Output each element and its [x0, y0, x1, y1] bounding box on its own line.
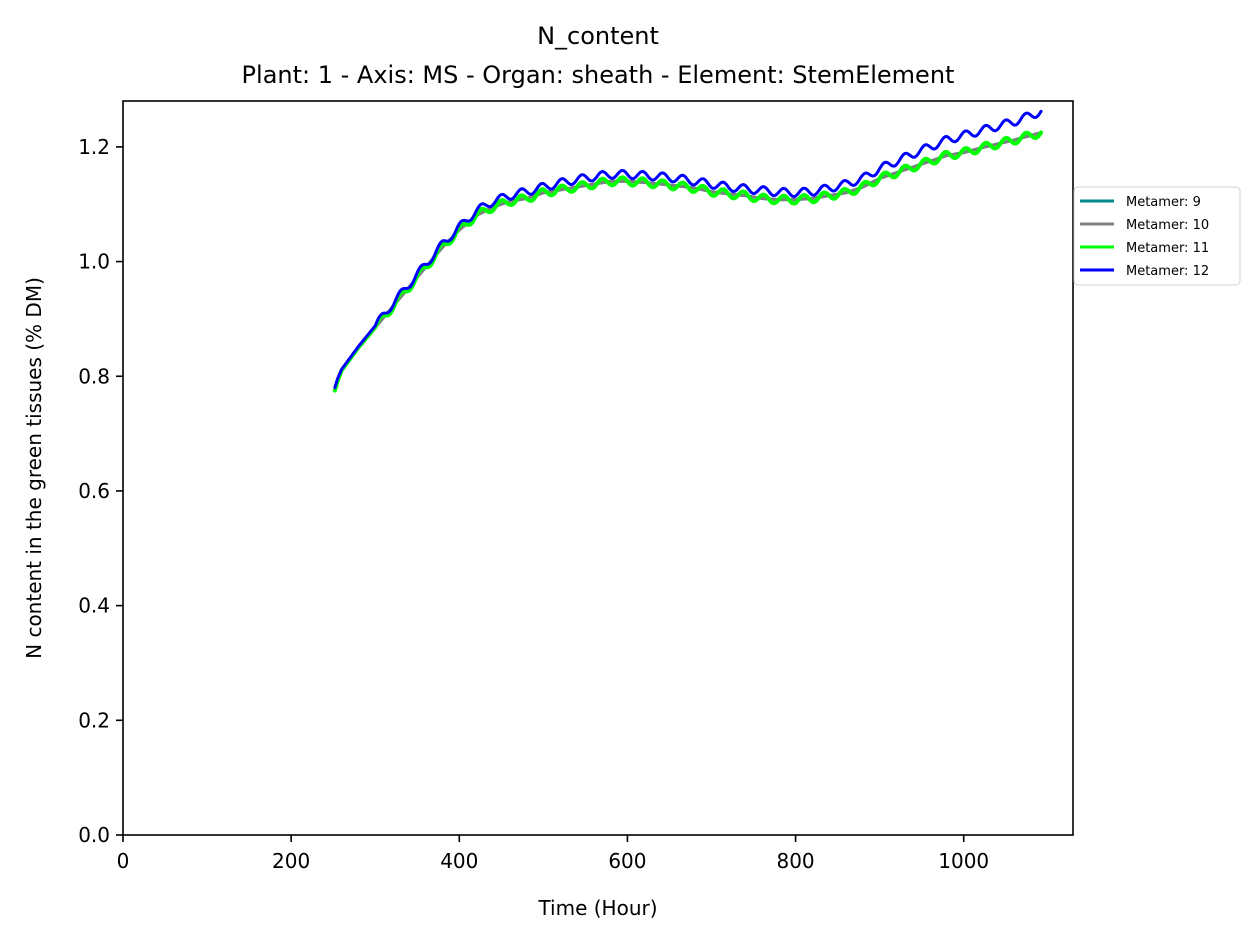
- plot-area: [123, 101, 1073, 835]
- y-tick-label: 0.0: [78, 823, 110, 847]
- chart-title: N_content: [537, 22, 659, 50]
- y-tick-label: 0.4: [78, 594, 110, 618]
- axes-frame: [122, 100, 1074, 836]
- legend-label: Metamer: 10: [1126, 218, 1209, 233]
- legend: Metamer: 9 Metamer: 10 Metamer: 11 Metamer:…: [1073, 186, 1241, 286]
- y-axis-title: N content in the green tissues (% DM): [22, 277, 46, 659]
- legend-label: Metamer: 9: [1126, 195, 1201, 210]
- series-line-3: [332, 130, 1044, 393]
- x-tick-label: 200: [272, 849, 310, 873]
- x-tick-label: 0: [117, 849, 130, 873]
- y-tick-label: 0.2: [78, 708, 110, 732]
- x-tick-label: 800: [776, 849, 814, 873]
- axes-layer: 0 200 400 600 800 1000 0.0 0.2 0.4 0.6 0.8 1.0 1.2: [78, 100, 1074, 873]
- y-tick-label: 1.0: [78, 250, 110, 274]
- legend-label: Metamer: 12: [1126, 264, 1209, 279]
- x-tick-label: 600: [608, 849, 646, 873]
- y-tick-label: 0.6: [78, 479, 110, 503]
- chart-subtitle: Plant: 1 - Axis: MS - Organ: sheath - El…: [242, 61, 955, 89]
- legend-label: Metamer: 11: [1126, 241, 1209, 256]
- series-line-4: [333, 109, 1043, 390]
- y-tick-label: 1.2: [78, 135, 110, 159]
- x-tick-label: 1000: [938, 849, 989, 873]
- x-axis-title: Time (Hour): [537, 896, 657, 920]
- y-tick-label: 0.8: [78, 364, 110, 388]
- series-layer: [332, 109, 1044, 393]
- x-tick-label: 400: [440, 849, 478, 873]
- plot-background: [123, 101, 1073, 835]
- legend-frame: [1073, 186, 1241, 286]
